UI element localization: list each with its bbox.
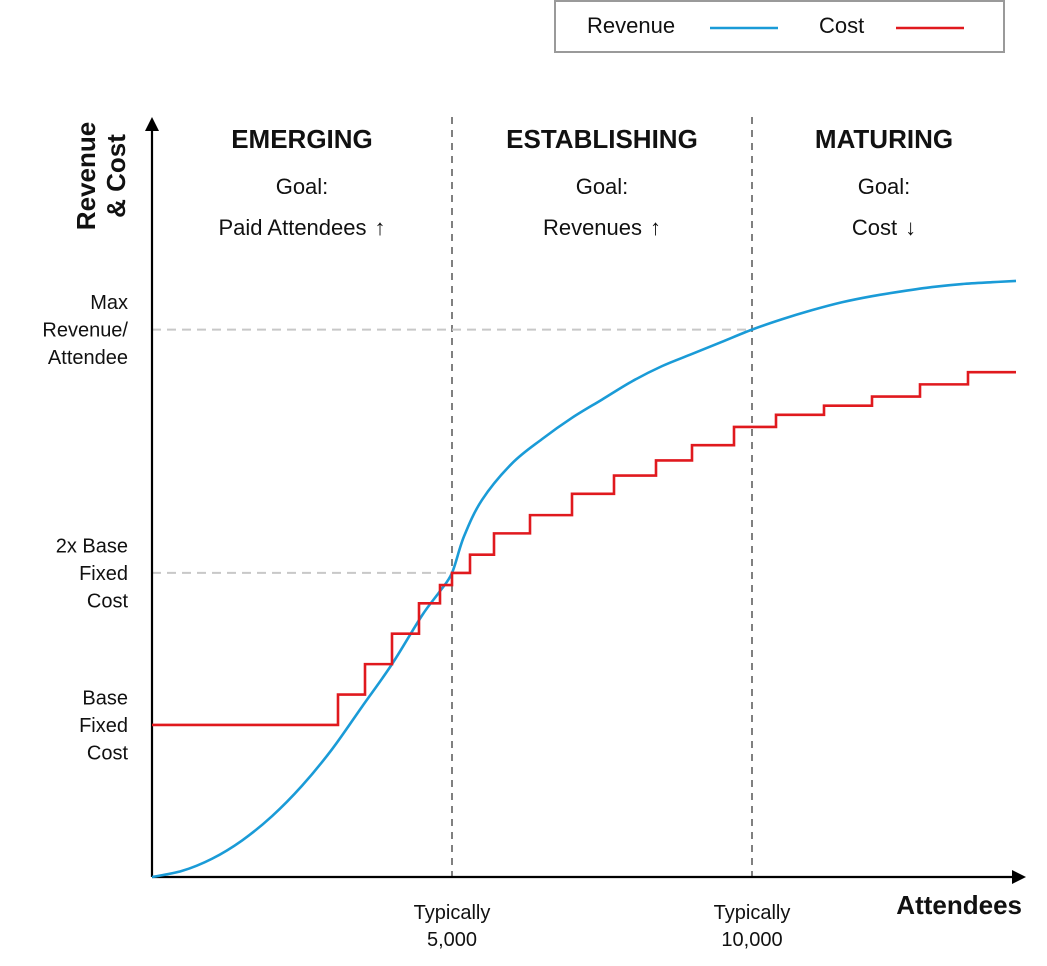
y-axis-title-line-2: & Cost — [101, 134, 131, 218]
axes — [145, 117, 1026, 884]
phase-title-emerging: EMERGING — [231, 124, 373, 154]
phase-goal-text-emerging: Paid Attendees — [218, 215, 366, 240]
series-line-revenue — [151, 279, 1017, 879]
y-tick-label-twox-line-1: 2x Base — [56, 535, 128, 557]
y-tick-label-base-line-3: Cost — [87, 742, 129, 764]
x-axis-title: Attendees — [896, 890, 1022, 920]
phase-goal-emerging: Paid Attendees ↑ — [218, 215, 385, 240]
series-line-cost — [152, 370, 1016, 727]
phase-goal-arrow-emerging: ↑ — [375, 215, 386, 240]
legend-box — [554, 0, 1005, 53]
y-axis-title: Revenue & Cost — [71, 122, 131, 230]
y-tick-label-max-line-1: Max — [90, 292, 128, 314]
phase-title-maturing: MATURING — [815, 124, 953, 154]
legend-label-cost: Cost — [819, 13, 864, 38]
series-lines — [151, 279, 1017, 879]
x-tick-label-t10000-line-1: Typically — [714, 902, 791, 924]
phase-goal-establishing: Revenues ↑ — [543, 215, 661, 240]
chart-text: EMERGING Goal: Paid Attendees ↑ ESTABLISHING… — [42, 122, 1022, 951]
x-tick-label-t5000-line-1: Typically — [414, 902, 491, 924]
phase-goal-text-establishing: Revenues — [543, 215, 642, 240]
y-tick-label-twox-line-3: Cost — [87, 590, 129, 612]
y-axis-title-line-1: Revenue — [71, 122, 101, 230]
x-tick-label-t5000-line-2: 5,000 — [427, 929, 477, 951]
phase-title-establishing: ESTABLISHING — [506, 124, 698, 154]
phase-goal-maturing: Cost ↓ — [852, 215, 916, 240]
phase-goal-label-emerging: Goal: — [276, 174, 329, 199]
y-tick-label-base-line-1: Base — [82, 687, 128, 709]
y-tick-label-twox-line-2: Fixed — [79, 563, 128, 585]
guide-lines — [152, 117, 753, 877]
legend: Revenue Cost — [554, 0, 1005, 53]
x-axis-arrowhead — [1012, 870, 1026, 884]
phase-goal-text-maturing: Cost — [852, 215, 897, 240]
y-tick-label-base-line-2: Fixed — [79, 715, 128, 737]
y-tick-label-max-line-2: Revenue/ — [42, 320, 128, 342]
y-axis-arrowhead — [145, 117, 159, 131]
phase-goal-arrow-establishing: ↑ — [650, 215, 661, 240]
phase-goal-label-establishing: Goal: — [576, 174, 629, 199]
phase-goal-label-maturing: Goal: — [858, 174, 911, 199]
phase-goal-arrow-maturing: ↓ — [905, 215, 916, 240]
x-tick-label-t10000-line-2: 10,000 — [721, 929, 782, 951]
legend-label-revenue: Revenue — [587, 13, 675, 38]
y-tick-label-max-line-3: Attendee — [48, 347, 128, 369]
